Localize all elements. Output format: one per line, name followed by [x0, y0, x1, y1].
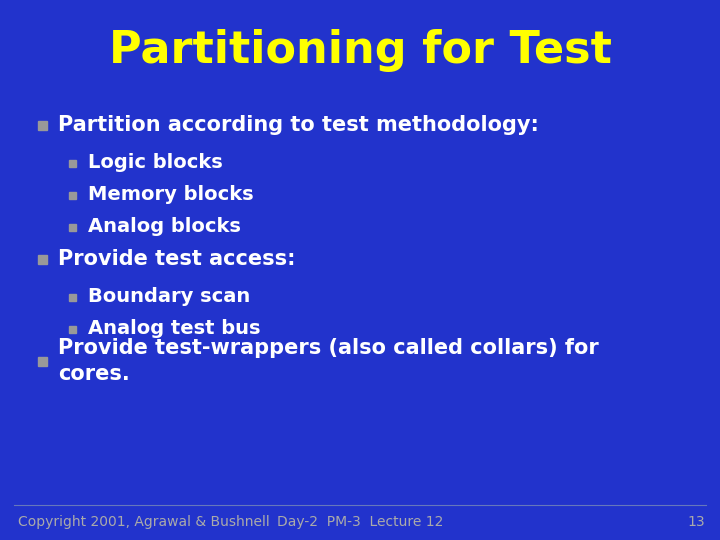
Bar [37, 120, 47, 130]
Text: Provide test access:: Provide test access: [58, 249, 295, 269]
Bar [68, 224, 76, 231]
Text: Analog test bus: Analog test bus [88, 320, 261, 339]
Text: Logic blocks: Logic blocks [88, 153, 222, 172]
Bar [68, 326, 76, 333]
Bar [37, 254, 47, 264]
Bar [68, 192, 76, 199]
Text: Boundary scan: Boundary scan [88, 287, 251, 307]
Text: Partitioning for Test: Partitioning for Test [109, 29, 611, 71]
Text: Copyright 2001, Agrawal & Bushnell: Copyright 2001, Agrawal & Bushnell [18, 515, 270, 529]
Bar [37, 356, 47, 366]
Text: Partition according to test methodology:: Partition according to test methodology: [58, 115, 539, 135]
Text: Provide test-wrappers (also called collars) for
cores.: Provide test-wrappers (also called colla… [58, 338, 599, 384]
Text: Day-2  PM-3  Lecture 12: Day-2 PM-3 Lecture 12 [276, 515, 444, 529]
Bar [68, 294, 76, 300]
Bar [68, 159, 76, 166]
Text: Analog blocks: Analog blocks [88, 218, 241, 237]
Text: Memory blocks: Memory blocks [88, 186, 253, 205]
Text: 13: 13 [688, 515, 705, 529]
